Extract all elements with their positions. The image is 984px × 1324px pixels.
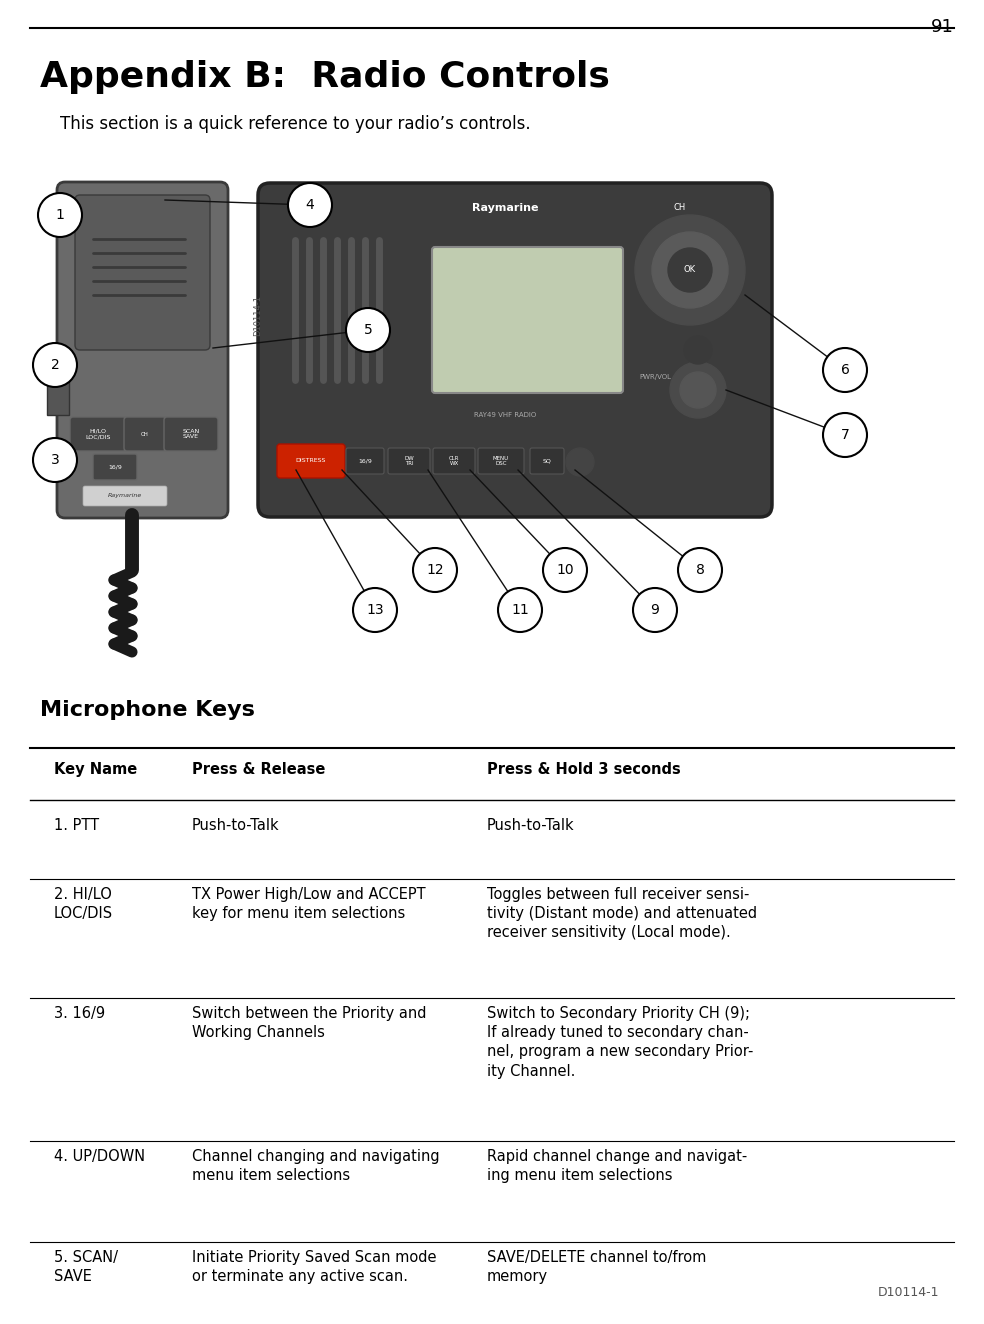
Circle shape bbox=[823, 348, 867, 392]
Circle shape bbox=[635, 214, 745, 324]
Text: Key Name: Key Name bbox=[54, 763, 138, 777]
Circle shape bbox=[668, 248, 712, 293]
FancyBboxPatch shape bbox=[70, 417, 126, 451]
Circle shape bbox=[652, 232, 728, 308]
Bar bbox=[20, 146, 964, 665]
FancyBboxPatch shape bbox=[346, 448, 384, 474]
Text: CH: CH bbox=[141, 432, 149, 437]
Text: 13: 13 bbox=[366, 602, 384, 617]
Bar bbox=[47, 360, 69, 414]
Text: HI/LO
LOC/DIS: HI/LO LOC/DIS bbox=[86, 429, 110, 440]
Text: Push-to-Talk: Push-to-Talk bbox=[192, 818, 279, 833]
Text: 7: 7 bbox=[840, 428, 849, 442]
Text: CH: CH bbox=[674, 204, 686, 212]
FancyBboxPatch shape bbox=[258, 183, 772, 516]
Text: Push-to-Talk: Push-to-Talk bbox=[487, 818, 575, 833]
Text: SQ: SQ bbox=[542, 458, 551, 463]
Text: D10114-1: D10114-1 bbox=[878, 1286, 939, 1299]
Text: 91: 91 bbox=[931, 19, 954, 36]
Text: Raymarine: Raymarine bbox=[471, 203, 538, 213]
Circle shape bbox=[684, 336, 712, 364]
Text: Microphone Keys: Microphone Keys bbox=[40, 700, 255, 720]
Text: This section is a quick reference to your radio’s controls.: This section is a quick reference to you… bbox=[60, 115, 530, 132]
FancyBboxPatch shape bbox=[530, 448, 564, 474]
FancyBboxPatch shape bbox=[83, 486, 167, 506]
Circle shape bbox=[33, 438, 77, 482]
Circle shape bbox=[413, 548, 457, 592]
Text: 6: 6 bbox=[840, 363, 849, 377]
Text: Initiate Priority Saved Scan mode
or terminate any active scan.: Initiate Priority Saved Scan mode or ter… bbox=[192, 1250, 436, 1284]
Text: Appendix B:  Radio Controls: Appendix B: Radio Controls bbox=[40, 60, 610, 94]
Circle shape bbox=[346, 308, 390, 352]
Text: Press & Hold 3 seconds: Press & Hold 3 seconds bbox=[487, 763, 681, 777]
Text: TX Power High/Low and ACCEPT
key for menu item selections: TX Power High/Low and ACCEPT key for men… bbox=[192, 887, 425, 922]
FancyBboxPatch shape bbox=[124, 417, 166, 451]
Circle shape bbox=[680, 372, 716, 408]
Text: Toggles between full receiver sensi-
tivity (Distant mode) and attenuated
receiv: Toggles between full receiver sensi- tiv… bbox=[487, 887, 758, 940]
Text: RAY49 VHF RADIO: RAY49 VHF RADIO bbox=[474, 412, 536, 418]
Text: 8: 8 bbox=[696, 563, 705, 577]
Text: Switch between the Priority and
Working Channels: Switch between the Priority and Working … bbox=[192, 1006, 426, 1041]
Text: 10: 10 bbox=[556, 563, 574, 577]
FancyBboxPatch shape bbox=[75, 195, 210, 350]
Circle shape bbox=[670, 361, 726, 418]
FancyBboxPatch shape bbox=[388, 448, 430, 474]
Text: 16/9: 16/9 bbox=[108, 465, 122, 470]
Text: 9: 9 bbox=[650, 602, 659, 617]
Text: Switch to Secondary Priority CH (9);
If already tuned to secondary chan-
nel, pr: Switch to Secondary Priority CH (9); If … bbox=[487, 1006, 754, 1079]
Circle shape bbox=[566, 448, 594, 477]
Text: PWR/VOL: PWR/VOL bbox=[639, 373, 671, 380]
Text: 1: 1 bbox=[55, 208, 64, 222]
Text: D10114-1: D10114-1 bbox=[254, 294, 263, 335]
Text: 16/9: 16/9 bbox=[358, 458, 372, 463]
Text: DW
TRI: DW TRI bbox=[404, 455, 414, 466]
FancyBboxPatch shape bbox=[433, 448, 475, 474]
FancyBboxPatch shape bbox=[478, 448, 524, 474]
FancyBboxPatch shape bbox=[277, 444, 345, 478]
Text: 2: 2 bbox=[50, 357, 59, 372]
Text: 4: 4 bbox=[306, 199, 314, 212]
Text: 1. PTT: 1. PTT bbox=[54, 818, 99, 833]
Text: Raymarine: Raymarine bbox=[108, 494, 142, 499]
FancyBboxPatch shape bbox=[57, 181, 228, 518]
Text: SAVE/DELETE channel to/from
memory: SAVE/DELETE channel to/from memory bbox=[487, 1250, 707, 1284]
Text: 5. SCAN/
SAVE: 5. SCAN/ SAVE bbox=[54, 1250, 118, 1284]
Text: 4. UP/DOWN: 4. UP/DOWN bbox=[54, 1149, 146, 1164]
Text: Press & Release: Press & Release bbox=[192, 763, 326, 777]
Text: Rapid channel change and navigat-
ing menu item selections: Rapid channel change and navigat- ing me… bbox=[487, 1149, 747, 1184]
Text: 11: 11 bbox=[511, 602, 528, 617]
FancyBboxPatch shape bbox=[432, 248, 623, 393]
Text: Channel changing and navigating
menu item selections: Channel changing and navigating menu ite… bbox=[192, 1149, 440, 1184]
Circle shape bbox=[288, 183, 332, 226]
FancyBboxPatch shape bbox=[93, 454, 137, 481]
Text: OK: OK bbox=[684, 266, 696, 274]
Circle shape bbox=[633, 588, 677, 632]
Text: 12: 12 bbox=[426, 563, 444, 577]
Text: 5: 5 bbox=[364, 323, 372, 338]
Text: MENU
DSC: MENU DSC bbox=[493, 455, 509, 466]
Text: 3: 3 bbox=[50, 453, 59, 467]
FancyBboxPatch shape bbox=[164, 417, 218, 451]
Circle shape bbox=[38, 193, 82, 237]
Text: CLR
WX: CLR WX bbox=[449, 455, 460, 466]
Circle shape bbox=[678, 548, 722, 592]
Text: 3. 16/9: 3. 16/9 bbox=[54, 1006, 105, 1021]
Circle shape bbox=[498, 588, 542, 632]
Text: 2. HI/LO
LOC/DIS: 2. HI/LO LOC/DIS bbox=[54, 887, 113, 922]
Text: DISTRESS: DISTRESS bbox=[296, 458, 326, 463]
Circle shape bbox=[33, 343, 77, 387]
Circle shape bbox=[353, 588, 397, 632]
Circle shape bbox=[823, 413, 867, 457]
Circle shape bbox=[543, 548, 587, 592]
Text: SCAN
SAVE: SCAN SAVE bbox=[182, 429, 200, 440]
